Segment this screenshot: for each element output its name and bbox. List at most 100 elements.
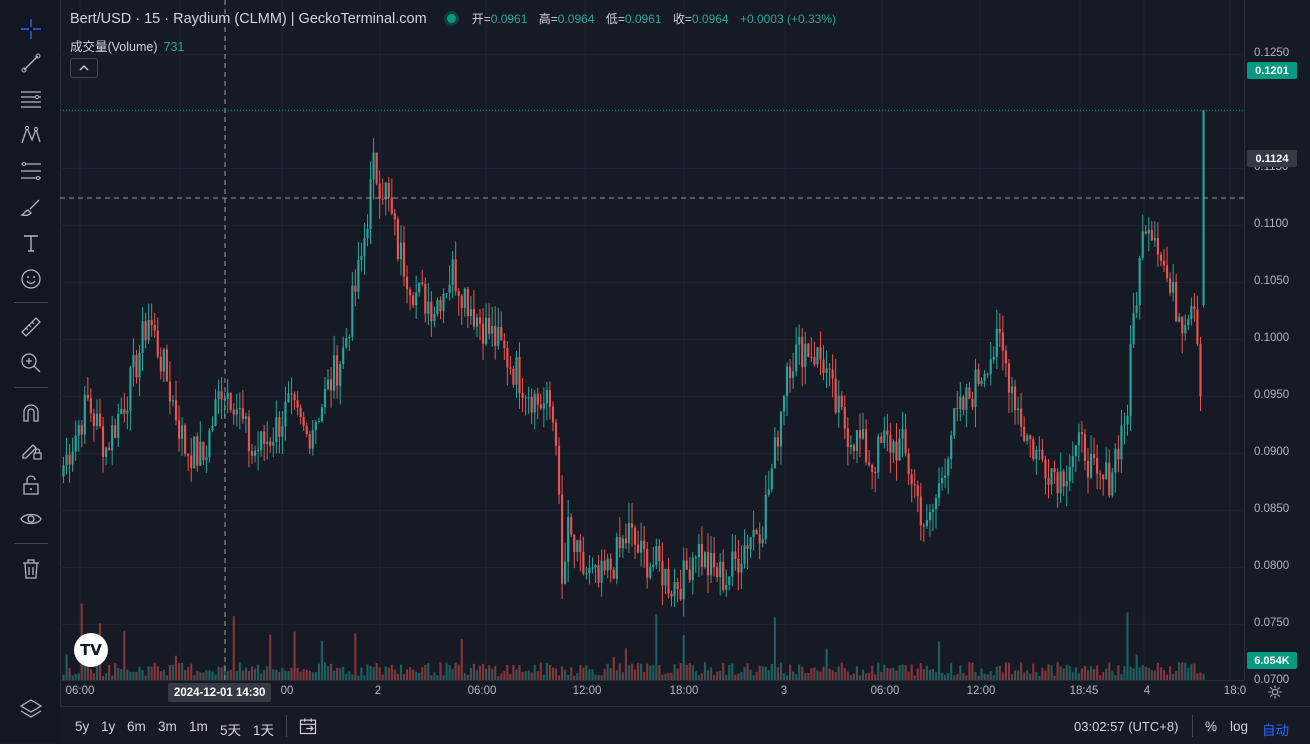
volume-bar xyxy=(117,667,120,680)
volume-bar xyxy=(1135,654,1138,680)
trash-icon[interactable] xyxy=(14,554,48,584)
candle-body xyxy=(518,356,521,394)
volume-bar xyxy=(229,669,232,680)
volume-bar xyxy=(600,675,603,680)
volume-bar xyxy=(62,674,65,680)
volume-bar xyxy=(652,665,655,680)
candle-body xyxy=(819,347,822,360)
range-6m[interactable]: 6m xyxy=(127,719,146,734)
candle-body xyxy=(530,397,533,413)
crosshair-icon[interactable] xyxy=(14,14,48,44)
pattern-icon[interactable] xyxy=(14,120,48,150)
volume-bar xyxy=(512,664,515,680)
range-1d[interactable]: 1天 xyxy=(253,723,275,738)
candle-body xyxy=(740,563,743,573)
zoom-in-icon[interactable] xyxy=(14,348,48,378)
text-icon[interactable] xyxy=(14,228,48,258)
collapse-legend-button[interactable] xyxy=(70,58,98,78)
candle-body xyxy=(120,409,123,414)
volume-bar xyxy=(232,616,235,680)
tradingview-logo[interactable]: TV xyxy=(74,633,108,667)
high-label: 高= xyxy=(538,12,558,26)
volume-bar xyxy=(1141,665,1144,680)
lock-icon[interactable] xyxy=(14,470,48,500)
candle-body xyxy=(685,560,688,570)
fib-retracement-icon[interactable] xyxy=(14,156,48,186)
volume-bar xyxy=(336,667,339,680)
candle-body xyxy=(1196,309,1199,344)
volume-bar xyxy=(798,664,801,680)
time-tick-label: 2 xyxy=(374,685,382,697)
volume-bar xyxy=(855,666,859,680)
candle-body xyxy=(758,534,761,544)
candle-body xyxy=(448,284,451,294)
candle-body xyxy=(1080,432,1083,435)
magnet-icon[interactable] xyxy=(14,398,48,428)
candle-body xyxy=(351,285,354,337)
candle-body xyxy=(409,289,412,296)
time-axis[interactable]: 06:00 00 2 06:00 12:00 18:00 3 06:00 12:00 18:45 4… xyxy=(60,680,1247,706)
volume-bar xyxy=(472,663,475,680)
auto-scale-toggle[interactable]: 自动 xyxy=(1262,723,1289,738)
volume-bar xyxy=(1001,672,1004,680)
candle-body xyxy=(624,538,627,544)
candle-body xyxy=(524,397,527,399)
utc-clock[interactable]: 03:02:57 (UTC+8) xyxy=(1074,719,1179,734)
volume-bar xyxy=(363,675,366,680)
volume-bar xyxy=(1038,675,1041,680)
log-toggle[interactable]: log xyxy=(1230,719,1249,734)
volume-bar xyxy=(77,673,80,680)
candle-body xyxy=(190,455,193,469)
volume-bar xyxy=(1089,666,1093,680)
candle-body xyxy=(481,323,485,344)
price-tick-label: 0.1100 xyxy=(1254,218,1289,231)
volume-bar xyxy=(372,667,375,680)
volume-bar xyxy=(1172,674,1175,680)
date-range-icon[interactable] xyxy=(298,716,318,736)
range-1m[interactable]: 1m xyxy=(189,719,208,734)
volume-bar xyxy=(953,675,956,680)
candle-body xyxy=(278,417,281,437)
emoji-icon[interactable] xyxy=(14,264,48,294)
candle-body xyxy=(302,416,305,426)
volume-bar xyxy=(588,669,591,680)
volume-bar xyxy=(457,664,460,680)
volume-bar xyxy=(442,675,445,680)
volume-bar xyxy=(174,655,178,680)
volume-bar xyxy=(263,670,266,680)
percent-toggle[interactable]: % xyxy=(1205,719,1218,734)
brush-icon[interactable] xyxy=(14,192,48,222)
ruler-icon[interactable] xyxy=(14,312,48,342)
horizontal-lines-icon[interactable] xyxy=(14,84,48,114)
candle-body xyxy=(767,489,770,496)
range-3m[interactable]: 3m xyxy=(158,719,177,734)
volume-bar xyxy=(947,673,950,680)
volume-badge: 6.054K xyxy=(1247,652,1297,669)
candlestick-chart[interactable] xyxy=(60,0,1244,680)
candle-body xyxy=(1065,481,1068,487)
range-5d[interactable]: 5天 xyxy=(220,723,242,738)
settings-icon[interactable] xyxy=(1267,684,1283,700)
chart-area[interactable] xyxy=(60,0,1244,680)
trend-line-icon[interactable] xyxy=(14,48,48,78)
range-5y[interactable]: 5y xyxy=(75,719,90,734)
candle-body xyxy=(399,242,403,259)
candle-body xyxy=(600,560,603,583)
price-axis[interactable]: 0.1250 0.1150 0.1100 0.1050 0.1000 0.0950 0.09… xyxy=(1244,0,1310,699)
candle-body xyxy=(1141,231,1144,259)
volume-bar xyxy=(1023,672,1026,680)
volume-bar xyxy=(272,669,275,680)
volume-bar xyxy=(101,675,105,680)
eye-icon[interactable] xyxy=(14,504,48,534)
candle-body xyxy=(627,523,631,544)
lock-draw-icon[interactable] xyxy=(14,434,48,464)
time-tick-label: 18:0 xyxy=(1223,685,1247,697)
candle-body xyxy=(427,301,430,314)
candle-body xyxy=(962,396,965,410)
candle-body xyxy=(83,394,86,435)
range-1y[interactable]: 1y xyxy=(101,719,116,734)
candle-body xyxy=(390,197,393,214)
candle-body xyxy=(588,567,591,574)
volume-bar xyxy=(789,664,792,680)
layers-icon[interactable] xyxy=(14,694,48,724)
